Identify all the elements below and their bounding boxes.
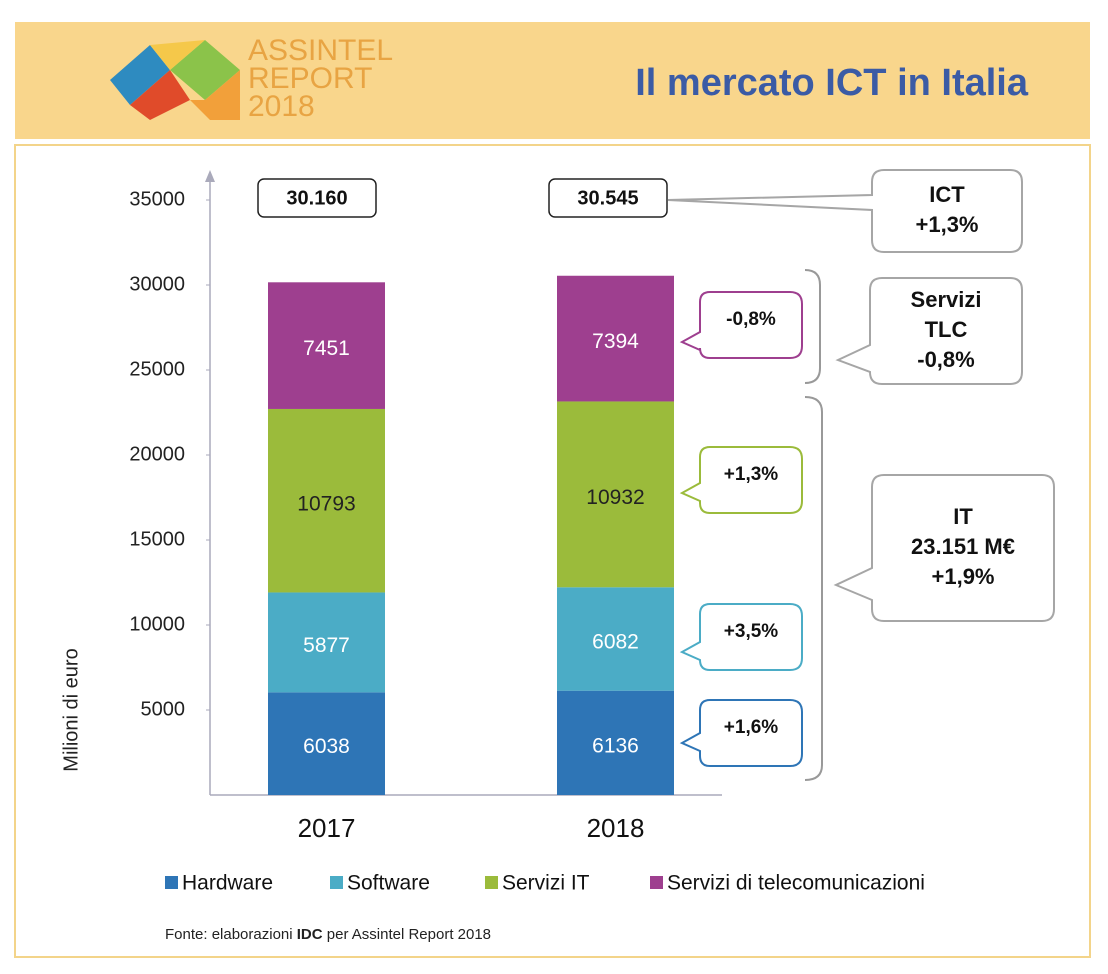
- legend-label: Software: [347, 872, 430, 895]
- growth-callout: [679, 699, 803, 767]
- callout-text: +1,3%: [916, 212, 979, 237]
- callout-text: IT: [953, 504, 973, 529]
- growth-label: +1,3%: [724, 464, 779, 485]
- logo-text: 2018: [248, 90, 315, 123]
- x-tick-label: 2017: [298, 813, 356, 843]
- value-label: 5877: [303, 634, 350, 657]
- logo-text: ASSINTEL: [248, 34, 393, 67]
- bar-segment: [557, 587, 674, 691]
- growth-callout: [679, 291, 803, 359]
- growth-label: +3,5%: [724, 621, 779, 642]
- callout-box: [833, 474, 1055, 622]
- bar-segment: [557, 275, 674, 402]
- growth-label: +1,6%: [724, 717, 779, 738]
- callout-text: TLC: [925, 317, 968, 342]
- growth-label: -0,8%: [726, 309, 776, 330]
- callout-text: ICT: [929, 182, 965, 207]
- growth-callout: [679, 446, 803, 514]
- bar-segment: [268, 692, 385, 795]
- bar-segment: [557, 401, 674, 588]
- legend-swatch: [485, 876, 498, 889]
- legend-swatch: [165, 876, 178, 889]
- y-tick-label: 10000: [129, 613, 185, 635]
- total-box: [257, 178, 377, 218]
- x-tick-label: 2018: [587, 813, 645, 843]
- source: Fonte: elaborazioni IDC per Assintel Rep…: [165, 926, 491, 943]
- callout-text: +1,9%: [932, 564, 995, 589]
- bar-segment: [557, 690, 674, 795]
- callout-text: 23.151 M€: [911, 534, 1015, 559]
- value-label: 10932: [586, 486, 644, 509]
- callout-box: [667, 169, 1023, 253]
- legend-label: Servizi di telecomunicazioni: [667, 872, 925, 895]
- total-label: 30.545: [577, 187, 638, 209]
- total-label: 30.160: [286, 187, 347, 209]
- value-label: 10793: [297, 492, 355, 515]
- y-tick-label: 35000: [129, 188, 185, 210]
- total-box: [548, 178, 668, 218]
- logo-mark: [110, 40, 240, 120]
- legend-swatch: [330, 876, 343, 889]
- logo-text: REPORT: [248, 62, 372, 95]
- header-title: Il mercato ICT in Italia: [635, 62, 1029, 104]
- y-tick-label: 15000: [129, 528, 185, 550]
- brace: [804, 396, 823, 781]
- y-axis-label: Milioni di euro: [60, 648, 82, 771]
- callout-box: [835, 277, 1023, 385]
- value-label: 7394: [592, 330, 639, 353]
- bar-segment: [268, 592, 385, 693]
- legend-label: Servizi IT: [502, 872, 590, 895]
- y-tick-label: 20000: [129, 443, 185, 465]
- value-label: 7451: [303, 337, 350, 360]
- brace: [804, 269, 821, 384]
- bar-segment: [268, 408, 385, 593]
- bar-segment: [268, 282, 385, 409]
- legend-label: Hardware: [182, 872, 273, 895]
- growth-callout: [679, 603, 803, 671]
- value-label: 6038: [303, 735, 350, 758]
- y-tick-label: 30000: [129, 273, 185, 295]
- y-axis-arrow: [205, 170, 215, 182]
- legend-swatch: [650, 876, 663, 889]
- y-tick-label: 5000: [141, 698, 186, 720]
- callout-text: -0,8%: [917, 347, 974, 372]
- value-label: 6136: [592, 734, 639, 757]
- y-tick-label: 25000: [129, 358, 185, 380]
- callout-text: Servizi: [911, 287, 982, 312]
- value-label: 6082: [592, 631, 639, 654]
